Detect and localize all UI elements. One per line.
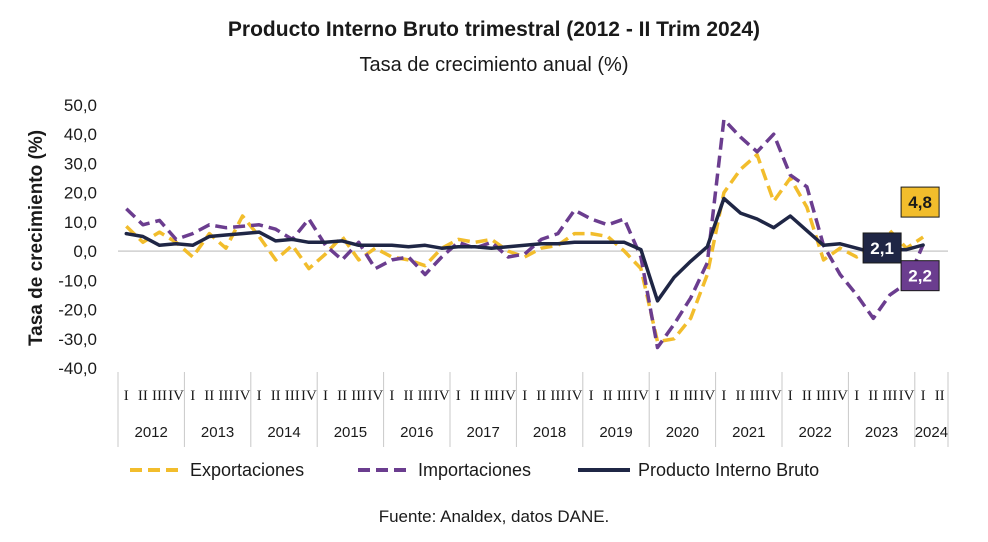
y-tick-label: 30,0: [64, 154, 97, 173]
legend-label: Importaciones: [418, 460, 531, 480]
x-tick-label: IV: [434, 388, 450, 404]
y-tick-label: -10,0: [58, 271, 97, 290]
chart-title: Producto Interno Bruto trimestral (2012 …: [227, 18, 761, 41]
x-tick-label: IV: [832, 388, 848, 404]
y-tick-label: 20,0: [64, 184, 97, 203]
x-year-label: 2013: [201, 424, 234, 441]
x-tick-label: II: [337, 388, 347, 404]
x-tick-label: I: [854, 388, 859, 404]
series-line-importaciones: [125, 117, 925, 350]
x-tick-label: IV: [633, 388, 649, 404]
value-badge: [862, 232, 902, 264]
x-tick-label: II: [204, 388, 214, 404]
x-tick-label: I: [456, 388, 461, 404]
x-tick-label: IV: [168, 388, 184, 404]
x-year-label: 2024: [915, 424, 948, 441]
value-badges: 4,8 2,1 2,2: [862, 186, 940, 292]
series-line-exportaciones: [125, 152, 925, 344]
x-tick-label: III: [550, 388, 565, 404]
x-year-label: 2018: [533, 424, 566, 441]
x-tick-label: II: [669, 388, 679, 404]
x-tick-label: I: [589, 388, 594, 404]
x-tick-label: I: [721, 388, 726, 404]
x-year-label: 2017: [467, 424, 500, 441]
y-tick-label: -40,0: [58, 359, 97, 378]
x-tick-label: III: [484, 388, 499, 404]
x-tick-label: III: [683, 388, 698, 404]
legend: Exportaciones Importaciones Producto Inter…: [130, 460, 819, 480]
legend-label: Exportaciones: [190, 460, 304, 480]
value-badge: [900, 186, 940, 218]
x-tick-label: II: [603, 388, 613, 404]
y-tick-label: 50,0: [64, 96, 97, 115]
y-tick-label: 10,0: [64, 213, 97, 232]
x-year-label: 2016: [400, 424, 433, 441]
x-tick-label: I: [124, 388, 129, 404]
x-tick-label: II: [404, 388, 414, 404]
x-tick-label: III: [285, 388, 300, 404]
x-tick-label: II: [470, 388, 480, 404]
x-tick-label: II: [138, 388, 148, 404]
x-tick-label: II: [536, 388, 546, 404]
x-tick-label: I: [655, 388, 660, 404]
source-note: Fuente: Analdex, datos DANE.: [378, 507, 610, 526]
x-year-label: 2020: [666, 424, 699, 441]
x-tick-label: IV: [899, 388, 915, 404]
y-tick-label: -30,0: [58, 330, 97, 349]
x-year-label: 2023: [865, 424, 898, 441]
y-tick-label: -20,0: [58, 301, 97, 320]
x-tick-label: III: [816, 388, 831, 404]
x-tick-label: III: [750, 388, 765, 404]
x-tick-label: II: [868, 388, 878, 404]
x-tick-label: IV: [235, 388, 251, 404]
x-year-label: 2012: [135, 424, 168, 441]
x-tick-label: I: [389, 388, 394, 404]
x-tick-label: I: [921, 388, 926, 404]
x-tick-label: II: [802, 388, 812, 404]
x-tick-label: IV: [500, 388, 516, 404]
x-year-label: 2015: [334, 424, 367, 441]
x-year-label: 2021: [732, 424, 765, 441]
x-year-label: 2022: [799, 424, 832, 441]
x-tick-label: II: [736, 388, 746, 404]
value-badge-label: 4,8: [908, 193, 932, 212]
x-tick-label: I: [190, 388, 195, 404]
chart-subtitle: Tasa de crecimiento anual (%): [359, 54, 629, 76]
x-tick-label: III: [882, 388, 897, 404]
series-line-producto-interno-bruto: [124, 196, 925, 303]
x-tick-label: IV: [301, 388, 317, 404]
x-tick-label: III: [152, 388, 167, 404]
y-axis: 50,0 40,0 30,0 20,0 10,0 0,0 -10,0 -20,0 -30,0 -4…: [58, 96, 97, 378]
x-year-label: 2019: [599, 424, 632, 441]
y-tick-label: 0,0: [73, 242, 97, 261]
line-chart: Tasa de crecimiento (%) 50,0 40,0 30,0 20,0…: [26, 96, 949, 480]
value-badge-label: 2,2: [908, 267, 932, 286]
x-tick-label: IV: [367, 388, 383, 404]
y-axis-label: Tasa de crecimiento (%): [26, 130, 47, 346]
x-tick-label: I: [522, 388, 527, 404]
x-tick-label: II: [935, 388, 945, 404]
x-tick-label: I: [257, 388, 262, 404]
x-tick-label: III: [351, 388, 366, 404]
x-tick-label: III: [617, 388, 632, 404]
x-tick-label: I: [323, 388, 328, 404]
legend-label: Producto Interno Bruto: [638, 460, 819, 480]
value-badge: [900, 260, 940, 292]
x-tick-label: III: [218, 388, 233, 404]
x-tick-label: I: [788, 388, 793, 404]
series-layer: [124, 117, 925, 350]
x-year-label: 2014: [267, 424, 300, 441]
x-tick-label: IV: [699, 388, 715, 404]
x-tick-label: II: [271, 388, 281, 404]
x-tick-label: IV: [766, 388, 782, 404]
x-tick-label: III: [418, 388, 433, 404]
x-tick-label: IV: [567, 388, 583, 404]
value-badge-label: 2,1: [870, 239, 894, 258]
y-tick-label: 40,0: [64, 125, 97, 144]
